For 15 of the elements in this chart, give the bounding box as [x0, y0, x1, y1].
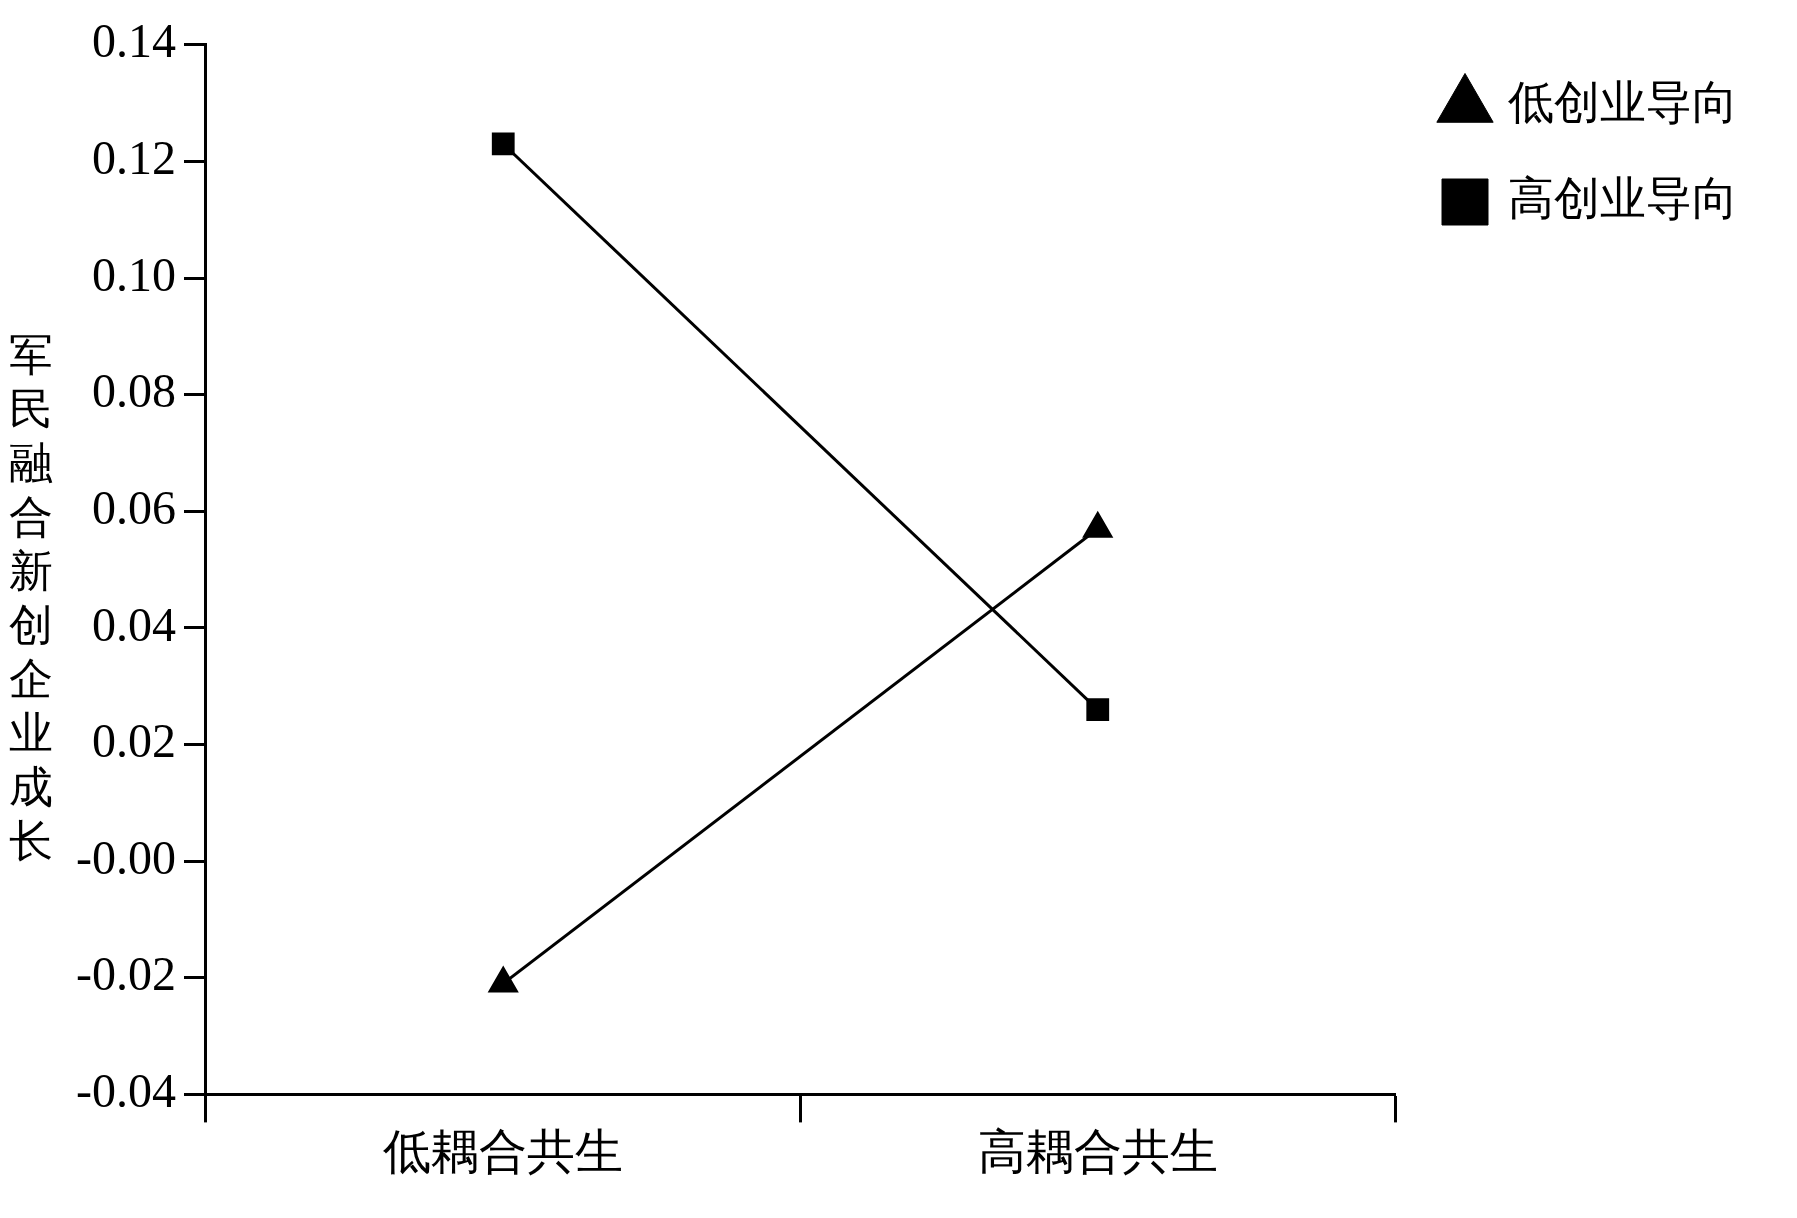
y-tick-label: 0.14: [91, 14, 176, 68]
y-tick-label: 0.08: [91, 364, 176, 418]
y-tick-label: -0.00: [76, 830, 176, 884]
x-tick-label: 高耦合共生: [977, 1122, 1218, 1179]
legend-label: 高创业导向: [1508, 170, 1738, 225]
y-tick-label: 0.12: [91, 131, 176, 185]
y-tick-label: 0.04: [91, 597, 176, 651]
y-tick-label: 0.10: [91, 247, 176, 301]
text: 军民融合新创企业成长: [9, 329, 53, 866]
y-tick-label: -0.02: [76, 947, 176, 1001]
y-tick-label: 0.06: [91, 480, 176, 534]
y-tick-label: 0.02: [91, 714, 176, 768]
x-tick-label: 低耦合共生: [383, 1122, 624, 1179]
y-tick-label: -0.04: [76, 1064, 176, 1118]
legend-label: 低创业导向: [1508, 74, 1738, 129]
